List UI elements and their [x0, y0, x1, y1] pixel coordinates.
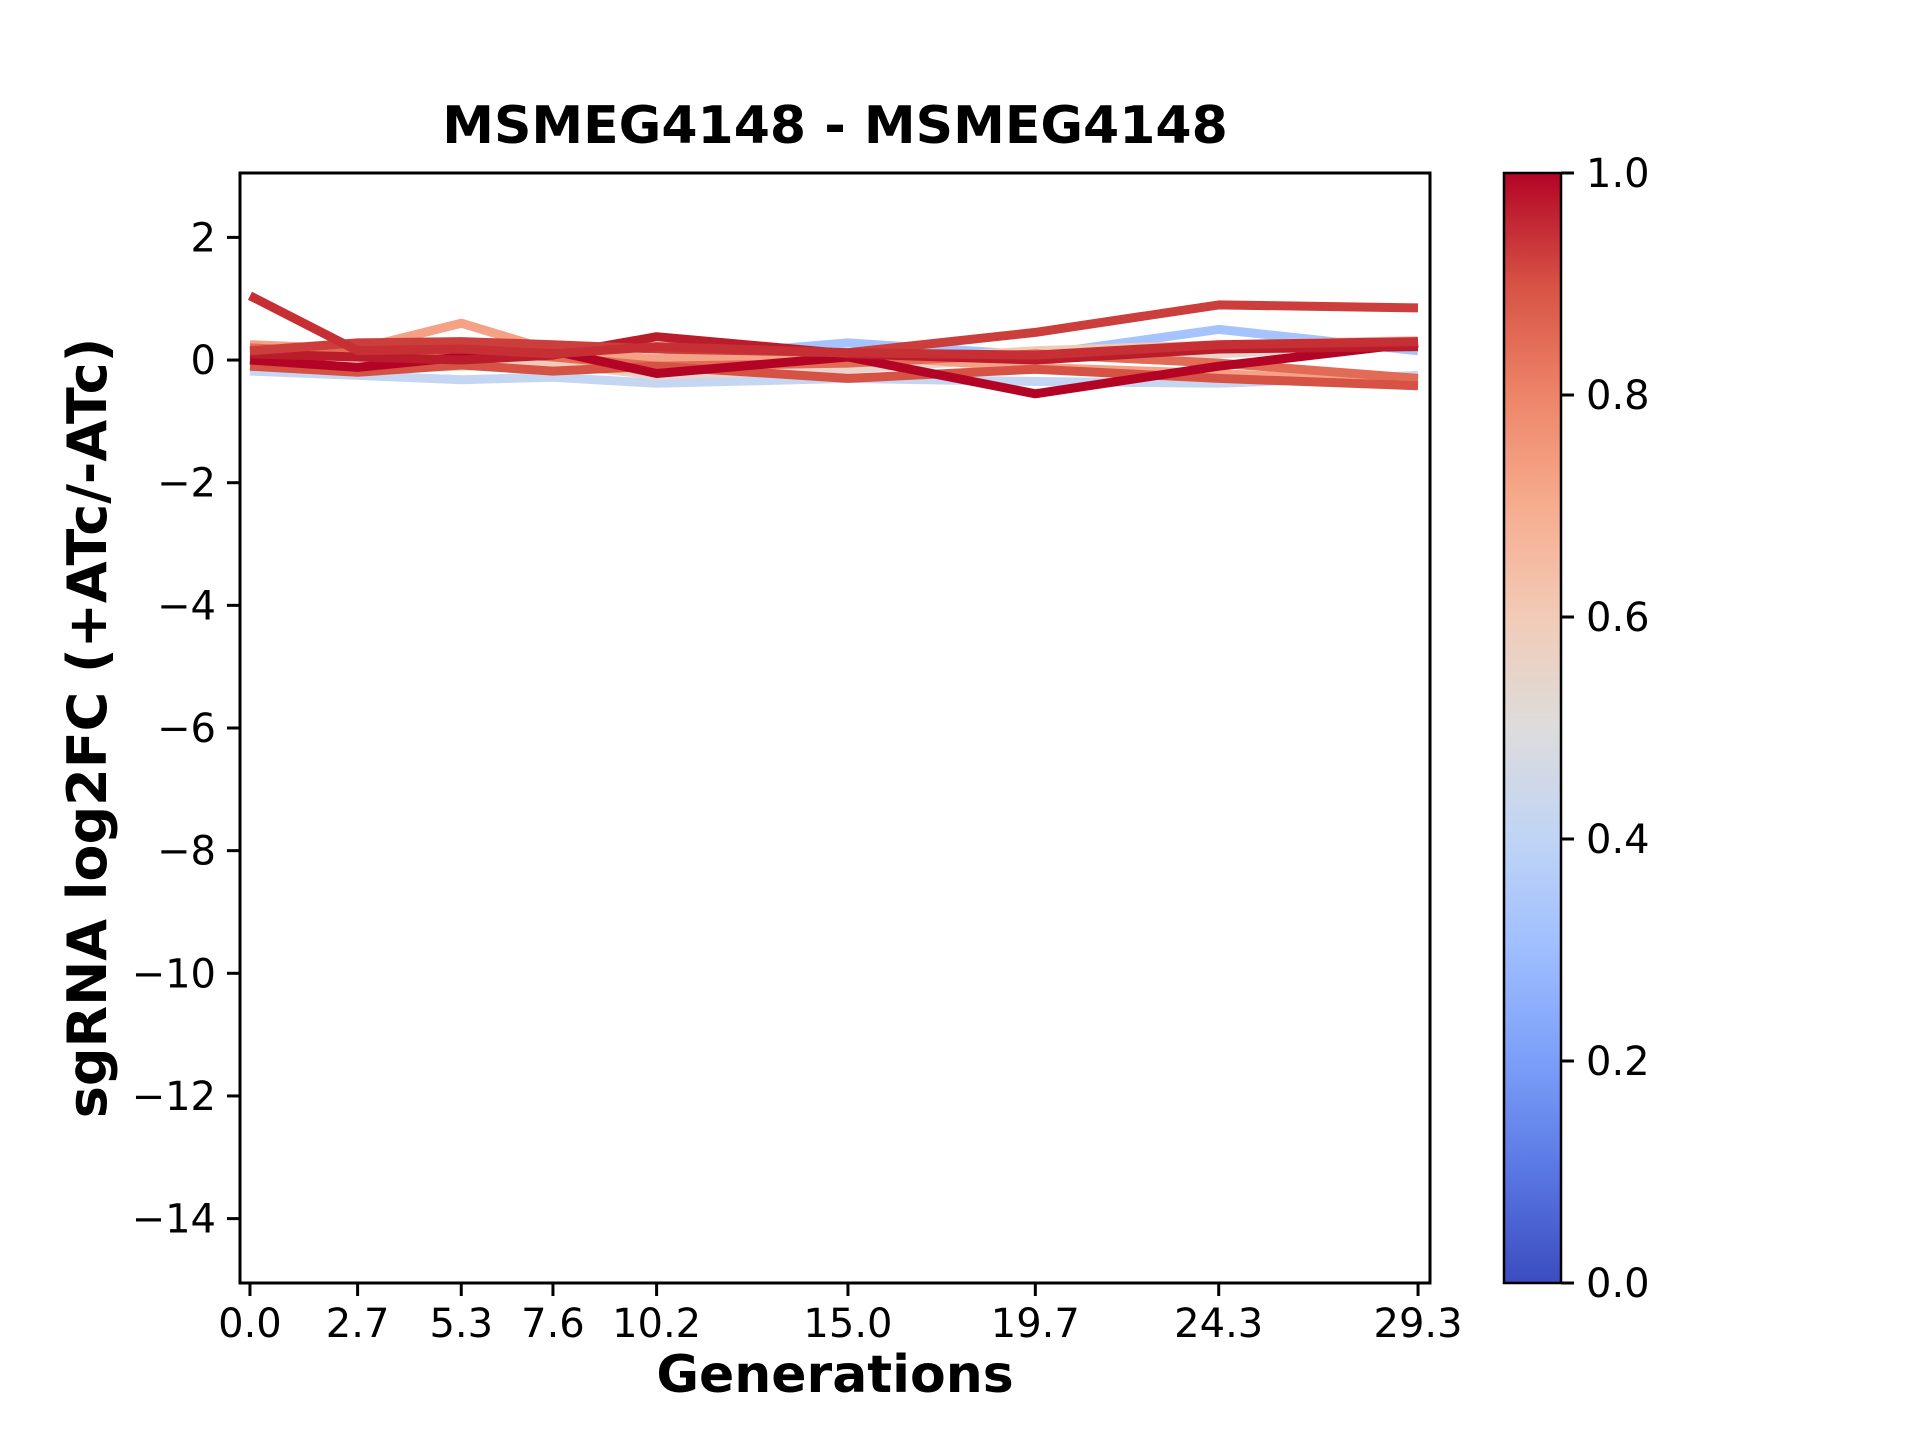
- x-tick-label: 29.3: [1374, 1301, 1463, 1347]
- x-tick-label: 5.3: [429, 1301, 493, 1347]
- x-tick-label: 2.7: [326, 1301, 390, 1347]
- y-tick-label: −10: [132, 951, 216, 997]
- x-tick-label: 15.0: [803, 1301, 892, 1347]
- y-tick-label: 0: [191, 338, 216, 384]
- colorbar-outline: [1502, 171, 1563, 1285]
- y-tick-label: 2: [191, 215, 216, 261]
- y-tick-label: −6: [157, 706, 216, 752]
- colorbar-tick-label: 0.4: [1586, 817, 1650, 863]
- y-tick-label: −4: [157, 583, 216, 629]
- colorbar-tick-label: 1.0: [1586, 151, 1650, 197]
- series-line-1: [249, 366, 1419, 388]
- series-line-11: [247, 291, 1419, 360]
- y-tick-label: −12: [132, 1074, 216, 1120]
- series-line-8: [249, 338, 1419, 399]
- y-tick-label: −2: [157, 461, 216, 507]
- x-axis-label: Generations: [656, 1345, 1014, 1405]
- colorbar-tick-label: 0.8: [1586, 373, 1650, 419]
- x-tick-label: 10.2: [612, 1301, 701, 1347]
- chart-title: MSMEG4148 - MSMEG4148: [442, 96, 1228, 156]
- y-tick-label: −8: [157, 829, 216, 875]
- colorbar-tick-label: 0.2: [1586, 1039, 1650, 1085]
- colorbar-tick-label: 0.6: [1586, 595, 1650, 641]
- x-tick-label: 24.3: [1174, 1301, 1263, 1347]
- colorbar-tick-label: 0.0: [1586, 1261, 1650, 1307]
- x-tick-label: 19.7: [991, 1301, 1080, 1347]
- colorbar-gradient: [1504, 173, 1561, 1283]
- y-tick-label: −14: [132, 1197, 216, 1243]
- x-tick-label: 7.6: [521, 1301, 585, 1347]
- x-tick-label: 0.0: [218, 1301, 282, 1347]
